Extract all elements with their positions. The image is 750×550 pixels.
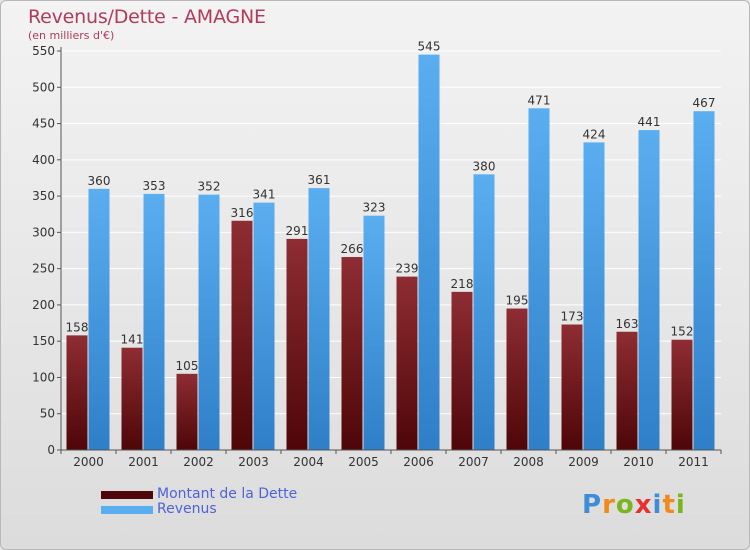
bar-dette — [451, 291, 473, 450]
y-tick-label: 200 — [32, 298, 55, 312]
y-tick-label: 150 — [32, 334, 55, 348]
data-label-revenus: 424 — [583, 127, 606, 141]
bar-revenus — [198, 194, 220, 450]
data-label-dette: 141 — [121, 333, 144, 347]
data-label-revenus: 360 — [88, 174, 111, 188]
data-label-dette: 218 — [451, 277, 474, 291]
bar-dette — [616, 331, 638, 450]
y-tick-label: 50 — [40, 407, 55, 421]
data-label-dette: 266 — [341, 242, 364, 256]
x-tick-label: 2003 — [238, 455, 269, 469]
legend-label-revenus: Revenus — [157, 501, 217, 517]
x-tick-label: 2007 — [458, 455, 489, 469]
x-tick-label: 2011 — [678, 455, 709, 469]
bar-revenus — [88, 188, 110, 450]
bar-dette — [121, 347, 143, 450]
bar-revenus — [418, 54, 440, 451]
x-tick-label: 2005 — [348, 455, 379, 469]
legend-swatch-revenus — [101, 505, 153, 514]
x-tick-label: 2009 — [568, 455, 599, 469]
data-label-revenus: 323 — [363, 201, 386, 215]
bar-dette — [231, 220, 253, 450]
bar-revenus — [473, 174, 495, 450]
legend: Montant de la Dette Revenus — [101, 487, 297, 517]
data-label-revenus: 352 — [198, 180, 221, 194]
y-tick-label: 250 — [32, 262, 55, 276]
data-label-revenus: 361 — [308, 173, 331, 187]
x-tick-label: 2000 — [73, 455, 104, 469]
data-label-revenus: 467 — [693, 96, 716, 110]
bar-dette — [671, 339, 693, 450]
bar-dette — [561, 324, 583, 450]
bar-dette — [286, 238, 308, 450]
y-tick-label: 400 — [32, 153, 55, 167]
x-tick-label: 2002 — [183, 455, 214, 469]
data-label-revenus: 380 — [473, 159, 496, 173]
bar-dette — [506, 308, 528, 450]
proxiti-logo: Proxiti — [582, 490, 686, 520]
data-label-revenus: 441 — [638, 115, 661, 129]
data-label-dette: 239 — [396, 262, 419, 276]
data-label-revenus: 471 — [528, 93, 551, 107]
bar-revenus — [693, 111, 715, 450]
bar-revenus — [253, 202, 275, 450]
data-label-dette: 152 — [671, 325, 694, 339]
chart-title: Revenus/Dette - AMAGNE — [28, 6, 266, 28]
data-label-dette: 105 — [176, 359, 199, 373]
data-label-revenus: 545 — [418, 40, 441, 54]
data-label-revenus: 353 — [143, 179, 166, 193]
bar-dette — [341, 257, 363, 450]
bar-dette — [176, 373, 198, 450]
y-tick-label: 300 — [32, 225, 55, 239]
data-label-dette: 316 — [231, 206, 254, 220]
data-label-dette: 195 — [506, 294, 529, 308]
bar-dette — [66, 335, 88, 450]
legend-label-dette: Montant de la Dette — [157, 486, 298, 502]
x-tick-label: 2001 — [128, 455, 159, 469]
bar-revenus — [583, 142, 605, 450]
y-tick-label: 350 — [32, 189, 55, 203]
bar-dette — [396, 276, 418, 450]
data-label-dette: 158 — [66, 320, 89, 334]
x-tick-label: 2006 — [403, 455, 434, 469]
y-tick-label: 450 — [32, 117, 55, 131]
y-tick-label: 100 — [32, 370, 55, 384]
y-tick-label: 0 — [47, 443, 55, 457]
bar-revenus — [308, 188, 330, 451]
bar-revenus — [363, 215, 385, 450]
legend-item-dette: Montant de la Dette — [101, 487, 297, 502]
data-label-revenus: 341 — [253, 188, 276, 202]
bar-revenus — [638, 130, 660, 451]
y-tick-label: 550 — [32, 44, 55, 58]
bar-revenus — [143, 193, 165, 450]
x-tick-label: 2004 — [293, 455, 324, 469]
chart-subtitle: (en milliers d'€) — [28, 29, 115, 42]
legend-item-revenus: Revenus — [101, 502, 297, 517]
legend-swatch-dette — [101, 490, 153, 499]
data-label-dette: 163 — [616, 317, 639, 331]
x-tick-label: 2010 — [623, 455, 654, 469]
bar-revenus — [528, 108, 550, 450]
x-tick-label: 2008 — [513, 455, 544, 469]
data-label-dette: 173 — [561, 309, 584, 323]
y-tick-label: 500 — [32, 80, 55, 94]
data-label-dette: 291 — [286, 224, 309, 238]
